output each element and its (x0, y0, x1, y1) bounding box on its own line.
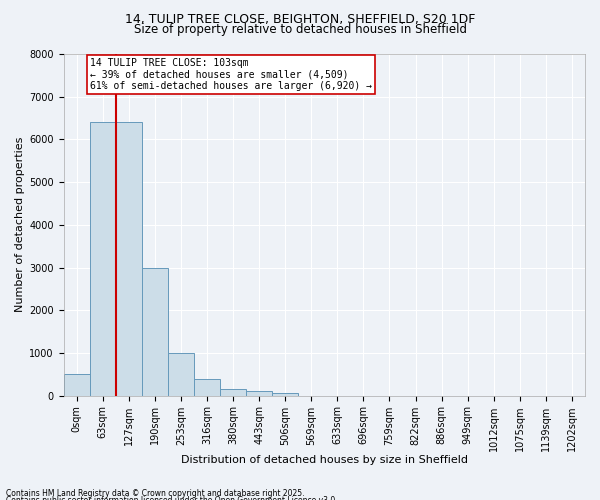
Text: 14 TULIP TREE CLOSE: 103sqm
← 39% of detached houses are smaller (4,509)
61% of : 14 TULIP TREE CLOSE: 103sqm ← 39% of det… (89, 58, 371, 92)
Bar (272, 394, 298, 396)
Bar (64, 374, 89, 396)
Text: Contains public sector information licensed under the Open Government Licence v3: Contains public sector information licen… (6, 496, 338, 500)
Bar (246, 392, 272, 396)
Text: 14, TULIP TREE CLOSE, BEIGHTON, SHEFFIELD, S20 1DF: 14, TULIP TREE CLOSE, BEIGHTON, SHEFFIEL… (125, 12, 475, 26)
Bar (142, 268, 168, 396)
Text: Size of property relative to detached houses in Sheffield: Size of property relative to detached ho… (133, 22, 467, 36)
Y-axis label: Number of detached properties: Number of detached properties (15, 137, 25, 312)
Bar (220, 389, 246, 396)
Bar (116, 122, 142, 396)
Bar (194, 378, 220, 396)
Bar (89, 122, 116, 396)
X-axis label: Distribution of detached houses by size in Sheffield: Distribution of detached houses by size … (181, 455, 468, 465)
Bar (168, 353, 194, 396)
Text: Contains HM Land Registry data © Crown copyright and database right 2025.: Contains HM Land Registry data © Crown c… (6, 488, 305, 498)
